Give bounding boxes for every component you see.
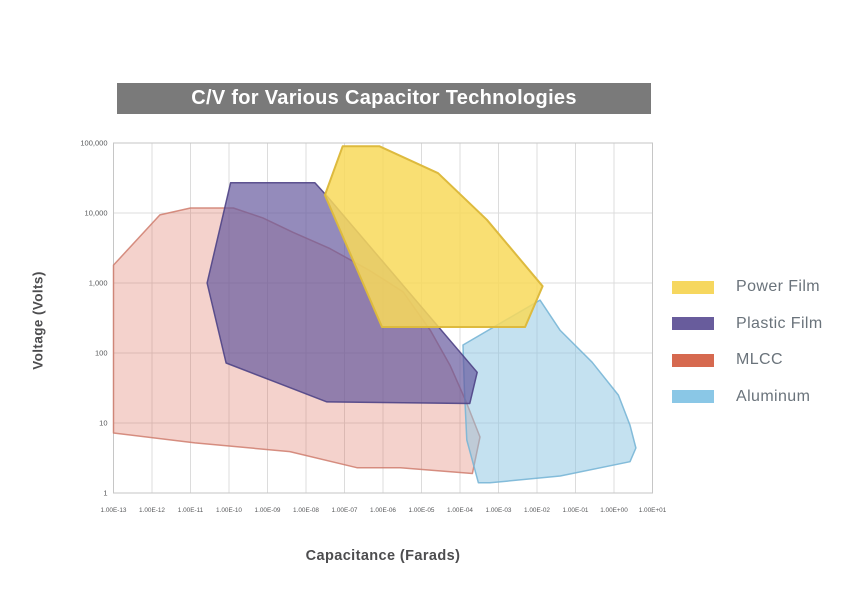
x-tick-label: 1.00E-13 — [101, 507, 127, 514]
legend-swatch-mlcc — [672, 353, 714, 367]
y-tick-label: 100 — [95, 349, 108, 358]
y-tick-label: 10 — [99, 419, 107, 428]
legend-item-aluminum: Aluminum — [672, 387, 823, 405]
x-tick-label: 1.00E-11 — [178, 507, 204, 514]
x-tick-label: 1.00E-12 — [139, 507, 165, 514]
x-tick-label: 1.00E-02 — [524, 507, 550, 514]
legend-label-mlcc: MLCC — [736, 351, 783, 368]
x-tick-label: 1.00E-03 — [486, 507, 512, 514]
x-tick-label: 1.00E-04 — [447, 507, 473, 514]
legend-label-aluminum: Aluminum — [736, 387, 811, 405]
legend-item-mlcc: MLCC — [672, 351, 823, 368]
y-tick-label: 1,000 — [89, 279, 108, 288]
x-tick-label: 1.00E-08 — [293, 507, 319, 514]
y-tick-label: 100,000 — [80, 139, 107, 148]
series-region-plastic-film — [206, 182, 478, 405]
y-axis-title: Voltage (Volts) — [30, 271, 46, 370]
y-tick-label: 10,000 — [85, 209, 108, 218]
x-tick-label: 1.00E-06 — [370, 507, 396, 514]
x-tick-label: 1.00E-10 — [216, 507, 242, 514]
legend-label-power-film: Power Film — [736, 278, 821, 295]
series-region-power-film — [323, 145, 544, 328]
legend-item-plastic-film: Plastic Film — [672, 314, 823, 332]
chart-title-bar: C/V for Various Capacitor Technologies — [117, 83, 651, 114]
y-tick-label: 1 — [103, 489, 107, 498]
x-tick-label: 1.00E-01 — [563, 507, 589, 514]
legend-swatch-aluminum — [672, 390, 714, 403]
legend-swatch-power-film — [672, 280, 714, 294]
x-tick-label: 1.00E-05 — [409, 507, 435, 514]
legend-item-power-film: Power Film — [672, 278, 823, 295]
x-axis-title: Capacitance (Farads) — [305, 548, 461, 564]
x-tick-label: 1.00E+00 — [600, 507, 628, 514]
x-tick-label: 1.00E-09 — [255, 507, 281, 514]
x-tick-label: 1.00E+01 — [639, 507, 667, 514]
x-tick-label: 1.00E-07 — [332, 507, 358, 514]
chart-legend: Power Film Plastic Film MLCC Aluminum — [672, 278, 823, 425]
legend-swatch-plastic-film — [672, 317, 714, 330]
chart-title: C/V for Various Capacitor Technologies — [191, 87, 577, 109]
legend-label-plastic-film: Plastic Film — [736, 314, 823, 332]
